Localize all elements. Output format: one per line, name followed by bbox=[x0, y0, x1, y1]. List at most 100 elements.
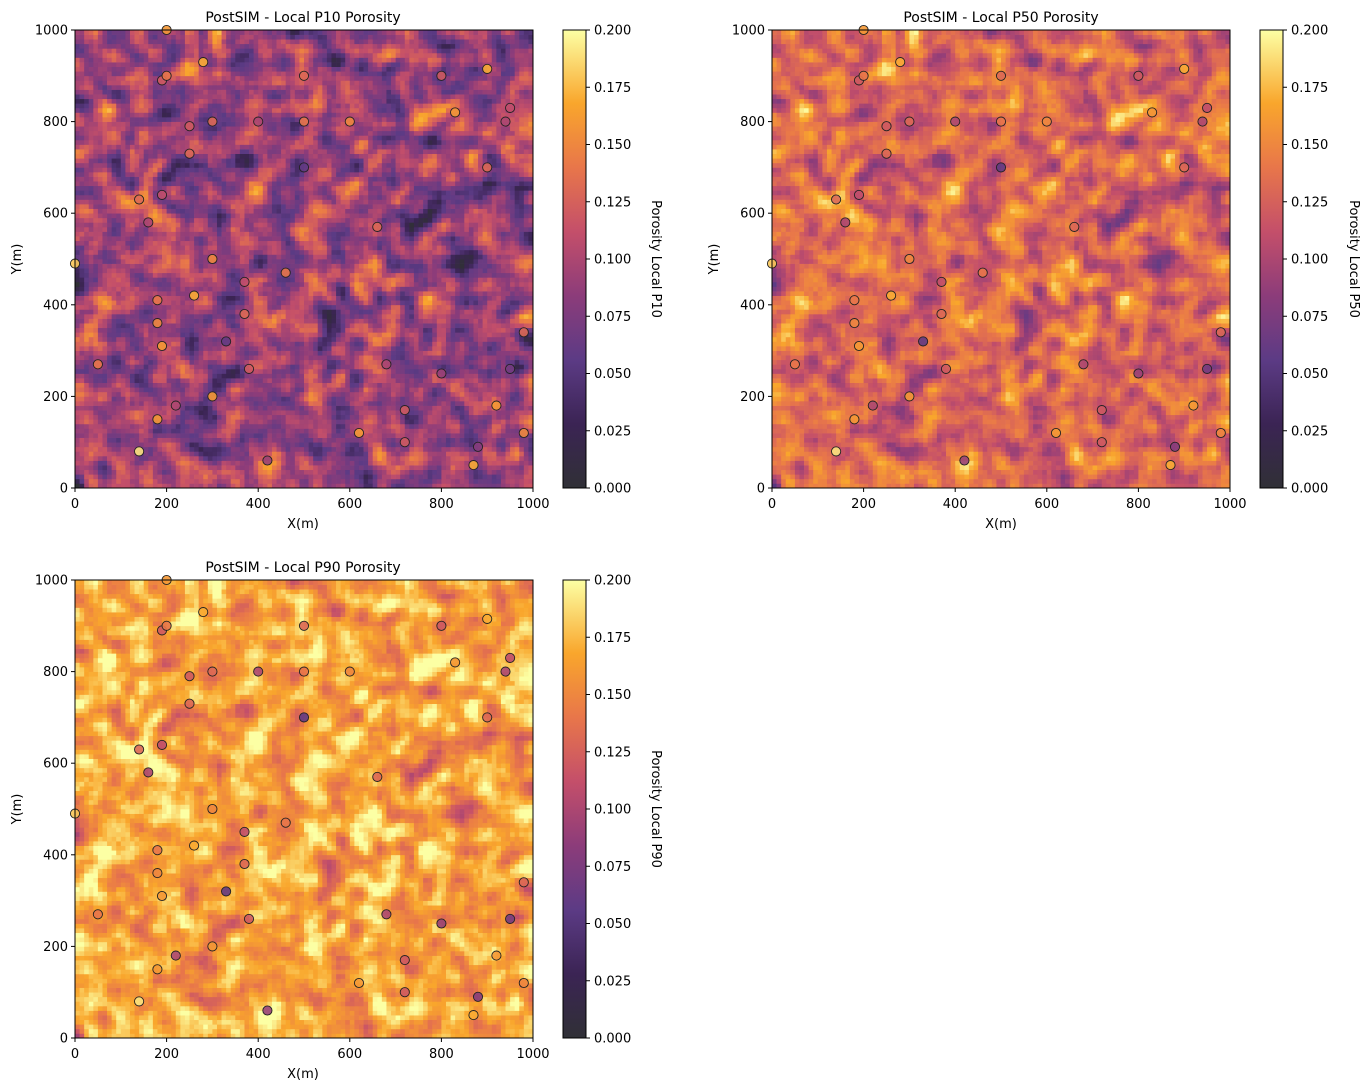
heatmap-cell bbox=[226, 447, 231, 452]
heatmap-cell bbox=[185, 374, 190, 379]
heatmap-cell bbox=[391, 424, 396, 429]
heatmap-cell bbox=[249, 332, 254, 337]
heatmap-cell bbox=[244, 424, 249, 429]
heatmap-cell bbox=[199, 392, 204, 397]
heatmap-cell bbox=[400, 451, 405, 456]
heatmap-cell bbox=[318, 456, 323, 461]
heatmap-cell bbox=[190, 346, 195, 351]
heatmap-cell bbox=[121, 424, 126, 429]
heatmap-cell bbox=[313, 374, 318, 379]
heatmap-cell bbox=[116, 378, 121, 383]
heatmap-cell bbox=[176, 383, 181, 388]
heatmap-cell bbox=[93, 387, 98, 392]
heatmap-cell bbox=[130, 415, 135, 420]
heatmap-cell bbox=[125, 360, 130, 365]
heatmap-cell bbox=[464, 428, 469, 433]
heatmap-cell bbox=[460, 456, 465, 461]
heatmap-cell bbox=[377, 474, 382, 479]
heatmap-cell bbox=[75, 451, 80, 456]
heatmap-cell bbox=[341, 424, 346, 429]
heatmap-cell bbox=[318, 415, 323, 420]
heatmap-cell bbox=[478, 360, 483, 365]
heatmap-cell bbox=[331, 438, 336, 443]
heatmap-cell bbox=[185, 447, 190, 452]
heatmap-cell bbox=[409, 360, 414, 365]
heatmap-cell bbox=[263, 433, 268, 438]
heatmap-cell bbox=[75, 461, 80, 466]
heatmap-cell bbox=[107, 433, 112, 438]
heatmap-cell bbox=[176, 355, 181, 360]
heatmap-cell bbox=[327, 474, 332, 479]
heatmap-cell bbox=[524, 447, 529, 452]
heatmap-cell bbox=[194, 465, 199, 470]
heatmap-cell bbox=[341, 438, 346, 443]
heatmap-cell bbox=[428, 474, 433, 479]
heatmap-cell bbox=[125, 410, 130, 415]
heatmap-cell bbox=[171, 374, 176, 379]
heatmap-cell bbox=[190, 401, 195, 406]
heatmap-cell bbox=[419, 369, 424, 374]
heatmap-cell bbox=[304, 383, 309, 388]
heatmap-cell bbox=[473, 387, 478, 392]
heatmap-cell bbox=[373, 447, 378, 452]
heatmap-cell bbox=[428, 428, 433, 433]
heatmap-cell bbox=[437, 355, 442, 360]
heatmap-cell bbox=[267, 360, 272, 365]
heatmap-cell bbox=[180, 447, 185, 452]
heatmap-cell bbox=[157, 332, 162, 337]
heatmap-cell bbox=[222, 364, 227, 369]
heatmap-cell bbox=[231, 332, 236, 337]
heatmap-cell bbox=[331, 415, 336, 420]
heatmap-cell bbox=[277, 419, 282, 424]
heatmap-cell bbox=[144, 438, 149, 443]
heatmap-cell bbox=[382, 428, 387, 433]
heatmap-cell bbox=[281, 401, 286, 406]
heatmap-cell bbox=[75, 346, 80, 351]
heatmap-cell bbox=[382, 387, 387, 392]
heatmap-cell bbox=[249, 406, 254, 411]
heatmap-cell bbox=[327, 401, 332, 406]
heatmap-cell bbox=[153, 401, 158, 406]
heatmap-cell bbox=[391, 479, 396, 484]
heatmap-cell bbox=[400, 396, 405, 401]
heatmap-cell bbox=[286, 341, 291, 346]
heatmap-cell bbox=[176, 360, 181, 365]
heatmap-cell bbox=[98, 474, 103, 479]
heatmap-cell bbox=[89, 415, 94, 420]
heatmap-cell bbox=[304, 456, 309, 461]
heatmap-cell bbox=[451, 456, 456, 461]
heatmap-cell bbox=[359, 470, 364, 475]
heatmap-cell bbox=[483, 383, 488, 388]
heatmap-cell bbox=[524, 341, 529, 346]
heatmap-cell bbox=[286, 332, 291, 337]
heatmap-cell bbox=[235, 396, 240, 401]
heatmap-cell bbox=[510, 442, 515, 447]
heatmap-cell bbox=[423, 428, 428, 433]
heatmap-cell bbox=[144, 346, 149, 351]
heatmap-cell bbox=[125, 351, 130, 356]
heatmap-cell bbox=[190, 461, 195, 466]
heatmap-cell bbox=[396, 401, 401, 406]
heatmap-cell bbox=[254, 332, 259, 337]
heatmap-cell bbox=[451, 351, 456, 356]
heatmap-cell bbox=[244, 387, 249, 392]
heatmap-cell bbox=[286, 374, 291, 379]
heatmap-cell bbox=[194, 341, 199, 346]
heatmap-cell bbox=[451, 341, 456, 346]
heatmap-cell bbox=[153, 332, 158, 337]
heatmap-cell bbox=[391, 374, 396, 379]
heatmap-cell bbox=[157, 406, 162, 411]
heatmap-cell bbox=[386, 415, 391, 420]
heatmap-cell bbox=[135, 369, 140, 374]
heatmap-cell bbox=[386, 465, 391, 470]
heatmap-cell bbox=[483, 401, 488, 406]
heatmap-cell bbox=[451, 479, 456, 484]
heatmap-cell bbox=[373, 438, 378, 443]
heatmap-cell bbox=[258, 424, 263, 429]
heatmap-cell bbox=[222, 470, 227, 475]
heatmap-cell bbox=[400, 346, 405, 351]
heatmap-cell bbox=[359, 451, 364, 456]
heatmap-cell bbox=[258, 410, 263, 415]
heatmap-cell bbox=[483, 438, 488, 443]
heatmap-cell bbox=[386, 374, 391, 379]
